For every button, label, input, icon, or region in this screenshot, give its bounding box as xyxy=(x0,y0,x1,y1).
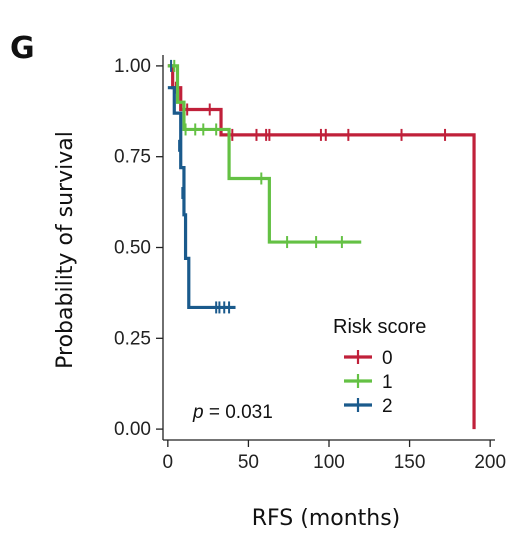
y-tick-label: 1.00 xyxy=(114,56,151,77)
legend-label: 2 xyxy=(382,396,393,417)
legend-item-risk-0: 0 xyxy=(344,348,393,369)
y-tick-label: 0.25 xyxy=(114,328,151,349)
x-axis-title: RFS (months) xyxy=(252,506,401,531)
x-axis-ticks: 0 50 100 150 200 xyxy=(163,440,506,473)
legend-item-risk-1: 1 xyxy=(344,372,393,393)
survival-curve-risk-1 xyxy=(167,64,362,244)
y-tick-label: 0.50 xyxy=(114,238,151,259)
legend-title: Risk score xyxy=(333,316,426,338)
legend-item-risk-2: 2 xyxy=(344,396,393,417)
survival-curve-risk-0 xyxy=(167,64,476,430)
p-value-prefix: p xyxy=(192,402,204,423)
x-tick-label: 200 xyxy=(474,452,506,473)
x-tick-label: 50 xyxy=(238,452,259,473)
y-axis-ticks: 0.00 0.25 0.50 0.75 1.00 xyxy=(114,56,163,440)
p-value-annotation: p = 0.031 xyxy=(192,402,273,423)
series-layer xyxy=(167,59,476,430)
survival-curve-risk-2 xyxy=(167,86,236,310)
x-tick-label: 100 xyxy=(313,452,345,473)
legend-label: 1 xyxy=(382,372,393,393)
y-tick-label: 0.75 xyxy=(114,147,151,168)
x-tick-label: 0 xyxy=(163,452,174,473)
p-value-text: = 0.031 xyxy=(204,402,273,423)
y-axis-title: Probability of survival xyxy=(53,131,78,369)
x-tick-label: 150 xyxy=(394,452,426,473)
legend: 0 1 2 xyxy=(344,348,393,417)
y-tick-label: 0.00 xyxy=(114,419,151,440)
legend-label: 0 xyxy=(382,348,393,369)
panel-label: G xyxy=(10,31,35,66)
